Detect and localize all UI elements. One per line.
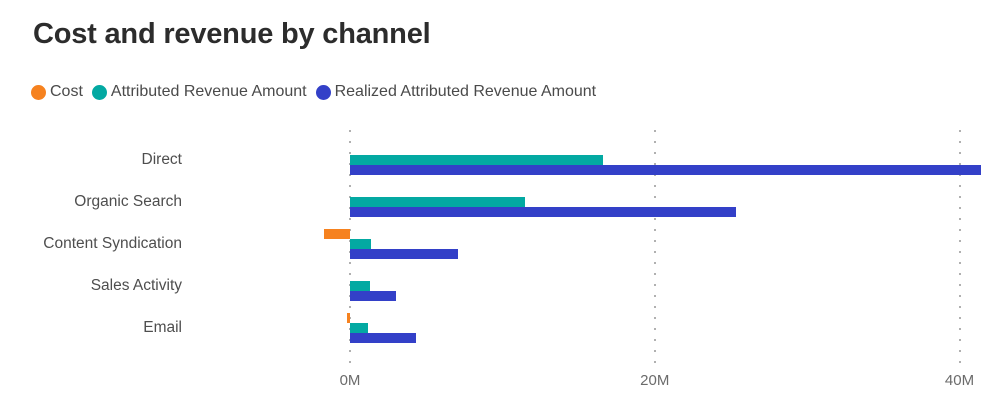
legend-item-realized-revenue[interactable]: Realized Attributed Revenue Amount (315, 83, 597, 101)
category-label-email: Email (143, 319, 182, 336)
plot-area: 0M 20M 40M Direct Organic Search Content Synd… (0, 130, 1000, 400)
legend: Cost Attributed Revenue Amount Realized … (31, 83, 605, 101)
bar-realized-attributed-revenue-amount-content-syndication[interactable] (350, 249, 459, 259)
bar-realized-attributed-revenue-amount-direct[interactable] (350, 165, 981, 175)
bar-attributed-revenue-amount-content-syndication[interactable] (350, 239, 372, 249)
legend-swatch-attributed-revenue-icon (91, 84, 107, 100)
legend-item-cost[interactable]: Cost (31, 83, 83, 101)
legend-swatch-realized-revenue-icon (315, 84, 331, 100)
bar-realized-attributed-revenue-amount-sales-activity[interactable] (350, 291, 396, 301)
bar-cost-content-syndication[interactable] (324, 229, 350, 239)
x-axis-tick-20m: 20M (640, 372, 670, 389)
category-label-sales-activity: Sales Activity (90, 277, 182, 294)
x-axis-tick-40m: 40M (944, 372, 975, 389)
x-axis-tick-0m: 0M (339, 372, 361, 389)
category-label-content-syndication: Content Syndication (43, 235, 182, 252)
legend-label-attributed-revenue: Attributed Revenue Amount (110, 83, 307, 100)
bar-realized-attributed-revenue-amount-organic-search[interactable] (350, 207, 736, 217)
legend-label-realized-revenue: Realized Attributed Revenue Amount (334, 83, 597, 100)
legend-item-attributed-revenue[interactable]: Attributed Revenue Amount (91, 83, 307, 101)
gridline-40m (958, 130, 961, 365)
bar-attributed-revenue-amount-email[interactable] (350, 323, 369, 333)
legend-swatch-cost-icon (31, 84, 46, 100)
category-label-organic-search: Organic Search (74, 193, 182, 210)
chart-title: Cost and revenue by channel (33, 18, 431, 50)
legend-label-cost: Cost (50, 83, 83, 100)
bar-attributed-revenue-amount-organic-search[interactable] (350, 197, 526, 207)
gridline-20m (653, 130, 656, 365)
category-label-direct: Direct (141, 151, 182, 168)
bar-cost-email[interactable] (346, 313, 350, 323)
bar-attributed-revenue-amount-sales-activity[interactable] (350, 281, 370, 291)
bar-attributed-revenue-amount-direct[interactable] (350, 155, 603, 165)
bar-realized-attributed-revenue-amount-email[interactable] (350, 333, 416, 343)
